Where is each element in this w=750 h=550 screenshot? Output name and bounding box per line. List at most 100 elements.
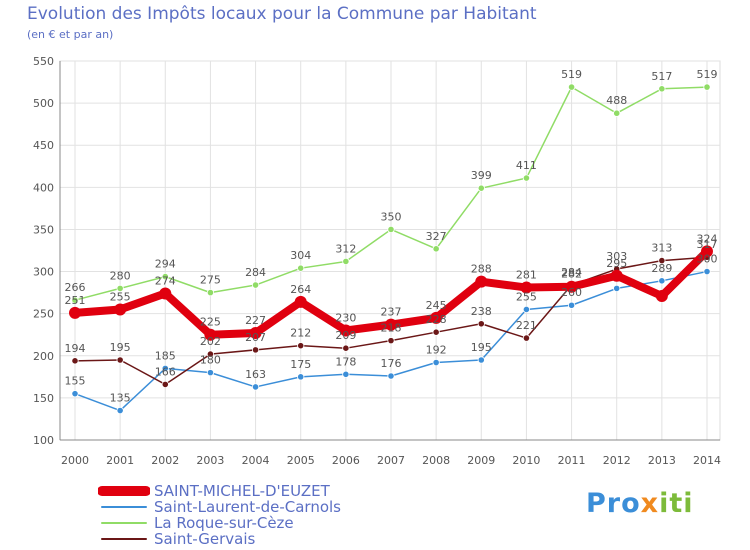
data-point (206, 350, 215, 358)
x-tick-label: 2013 (648, 454, 676, 467)
x-tick-label: 2008 (422, 454, 450, 467)
data-label: 192 (426, 344, 447, 357)
data-label: 488 (606, 94, 627, 107)
data-point (297, 264, 305, 272)
data-label: 135 (110, 392, 131, 405)
legend-label-la-roque: La Roque-sur-Cèze (154, 514, 294, 532)
data-label: 264 (290, 283, 311, 296)
data-point (477, 320, 485, 328)
data-point (342, 370, 350, 378)
data-label: 245 (426, 299, 447, 312)
data-label: 300 (697, 253, 718, 266)
data-label: 399 (471, 169, 492, 182)
data-label: 274 (155, 274, 176, 287)
y-tick-label: 250 (33, 308, 54, 321)
data-label: 228 (426, 313, 447, 326)
data-point (432, 328, 440, 336)
data-label: 519 (561, 68, 582, 81)
x-tick-label: 2010 (512, 454, 540, 467)
data-point (613, 109, 621, 117)
data-label: 225 (200, 316, 221, 329)
data-label: 221 (516, 319, 537, 332)
data-point (206, 289, 215, 297)
data-point (161, 364, 169, 373)
data-point (703, 267, 711, 276)
data-point (655, 289, 668, 302)
data-label: 178 (335, 355, 356, 368)
data-label: 284 (245, 266, 266, 279)
data-point (522, 174, 531, 182)
data-label: 519 (697, 68, 718, 81)
data-point (565, 280, 578, 293)
data-label: 194 (65, 342, 86, 355)
data-label: 303 (606, 250, 627, 263)
data-point (116, 356, 124, 364)
data-label: 282 (561, 268, 582, 281)
data-point (116, 284, 124, 292)
x-tick-label: 2005 (287, 454, 315, 467)
x-tick-label: 2014 (693, 454, 721, 467)
data-point (387, 372, 395, 380)
data-label: 237 (381, 306, 402, 319)
data-point (251, 346, 260, 354)
data-label: 163 (245, 368, 266, 381)
x-tick-label: 2000 (61, 454, 89, 467)
data-point (71, 296, 79, 304)
data-point (116, 406, 124, 415)
data-label: 195 (471, 341, 492, 354)
data-label: 295 (606, 257, 627, 270)
data-point (613, 284, 621, 292)
x-tick-label: 2002 (151, 454, 179, 467)
data-label: 312 (335, 242, 356, 255)
data-label: 281 (516, 269, 537, 282)
data-point (161, 273, 169, 281)
legend-swatch-saint-laurent (101, 506, 147, 508)
data-point (71, 357, 79, 365)
chart-legend: SAINT-MICHEL-D'EUZET Saint-Laurent-de-Ca… (98, 483, 341, 547)
data-point (703, 83, 711, 91)
data-point (477, 184, 485, 192)
data-point (251, 281, 260, 289)
data-label: 275 (200, 274, 221, 287)
data-label: 304 (290, 249, 311, 262)
data-label: 176 (381, 357, 402, 370)
x-tick-label: 2007 (377, 454, 405, 467)
data-point (658, 257, 666, 265)
data-label: 155 (65, 375, 86, 388)
legend-item-saint-gervais: Saint-Gervais (98, 531, 341, 547)
data-label: 195 (110, 341, 131, 354)
legend-swatch-la-roque (101, 522, 147, 524)
legend-swatch-saint-michel (98, 486, 150, 496)
y-tick-label: 350 (33, 223, 54, 236)
data-point (385, 318, 397, 331)
data-label: 266 (65, 281, 86, 294)
legend-item-saint-michel: SAINT-MICHEL-D'EUZET (98, 483, 341, 499)
x-tick-label: 2011 (558, 454, 586, 467)
legend-label-saint-laurent: Saint-Laurent-de-Carnols (154, 498, 342, 516)
data-label: 327 (426, 230, 447, 243)
legend-label-saint-michel: SAINT-MICHEL-D'EUZET (154, 482, 330, 500)
data-label: 260 (561, 286, 582, 299)
data-label: 175 (290, 358, 311, 371)
data-label: 324 (697, 232, 718, 245)
data-point (658, 85, 666, 93)
data-point (432, 245, 440, 253)
chart-subtitle: (en € et par an) (27, 28, 114, 41)
data-point (206, 369, 215, 377)
data-label: 209 (335, 329, 356, 342)
data-point (475, 275, 488, 288)
data-point (297, 373, 305, 381)
data-label: 255 (516, 290, 537, 303)
data-label: 289 (651, 262, 672, 275)
data-label: 288 (471, 263, 492, 276)
y-tick-label: 500 (33, 97, 54, 110)
x-tick-label: 2001 (106, 454, 134, 467)
legend-label-saint-gervais: Saint-Gervais (154, 530, 256, 548)
data-point (387, 337, 395, 345)
y-tick-label: 450 (33, 139, 54, 152)
data-point (432, 358, 440, 367)
y-tick-label: 300 (33, 266, 54, 279)
data-label: 251 (65, 294, 86, 307)
data-label: 255 (110, 290, 131, 303)
